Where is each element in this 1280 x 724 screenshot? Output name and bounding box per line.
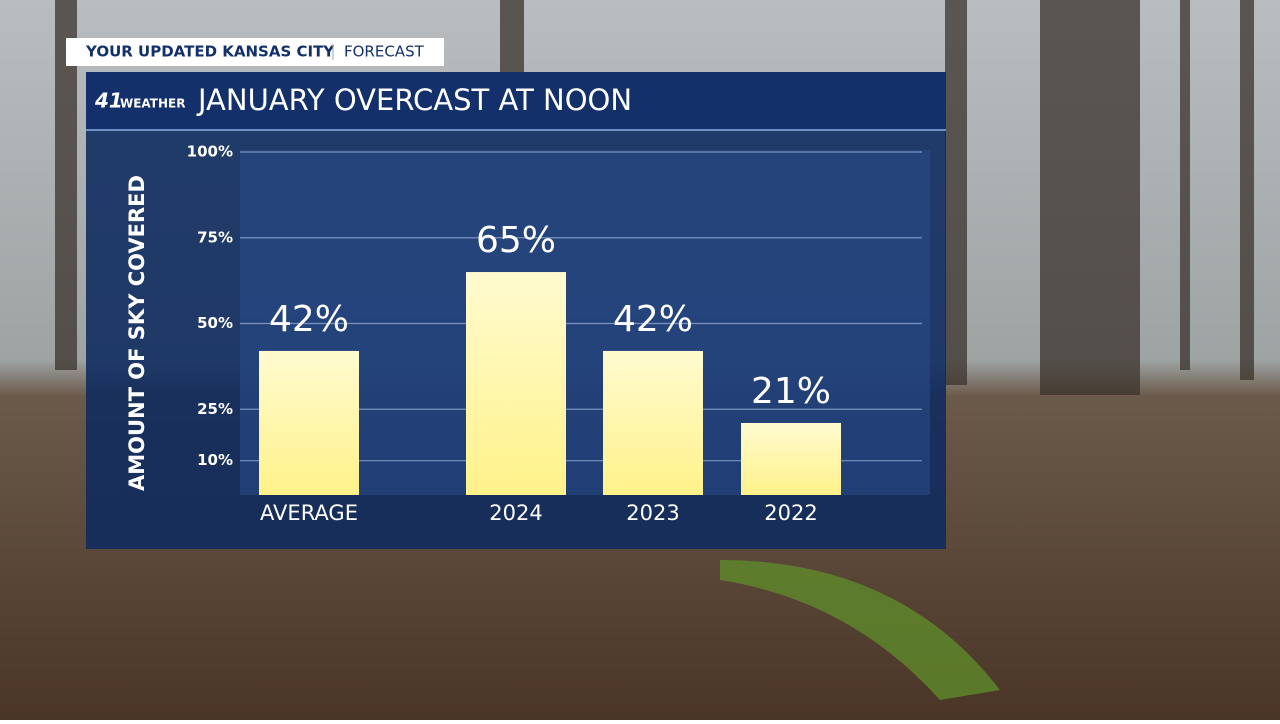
data-label: 65% [476, 220, 556, 261]
bar [603, 350, 703, 495]
y-axis-label: AMOUNT OF SKY COVERED [125, 175, 149, 491]
y-tick-label: 25% [197, 400, 233, 418]
show-title: YOUR UPDATED KANSAS CITY [85, 43, 335, 61]
logo-text: WEATHER [120, 97, 185, 111]
y-tick-label: 50% [197, 314, 233, 332]
x-tick-label: 2023 [626, 501, 679, 525]
data-label: 42% [269, 299, 349, 340]
data-label: 42% [613, 299, 693, 340]
bar [741, 422, 841, 495]
segment: FORECAST [344, 43, 425, 61]
y-tick-label: 75% [197, 228, 233, 246]
bar [466, 272, 566, 495]
x-tick-label: 2024 [489, 501, 542, 525]
trees [55, 0, 1254, 395]
chart-title: JANUARY OVERCAST AT NOON [196, 83, 632, 117]
y-tick-label: 10% [197, 451, 233, 469]
x-tick-label: AVERAGE [260, 501, 358, 525]
logo-number: 41 [94, 89, 123, 113]
tag [66, 38, 444, 66]
bar [259, 350, 359, 495]
moss-log [720, 560, 1000, 700]
data-label: 21% [751, 371, 831, 412]
y-tick-label: 100% [187, 143, 233, 161]
panel-header [86, 72, 946, 130]
x-tick-label: 2022 [764, 501, 817, 525]
